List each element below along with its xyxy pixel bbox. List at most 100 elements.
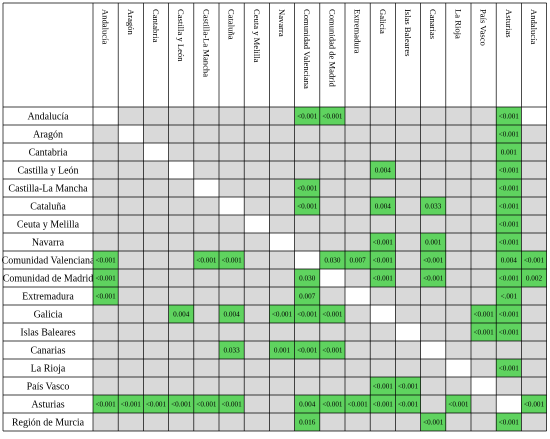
cell-value: <0.001 — [221, 257, 242, 265]
cell — [269, 323, 295, 341]
cell — [244, 341, 270, 359]
cell — [521, 269, 547, 287]
column-header: Galicia — [378, 9, 388, 34]
column-header: Aragón — [126, 9, 136, 35]
cell — [420, 251, 446, 269]
cell — [319, 179, 345, 197]
cell — [345, 377, 371, 395]
cell — [294, 125, 320, 143]
cell — [269, 125, 295, 143]
cell-value: <0.001 — [499, 311, 520, 319]
cell-value: <0.001 — [499, 419, 520, 427]
cell — [269, 143, 295, 161]
row-label: Galicia — [34, 310, 63, 321]
row-label: Comunidad de Madrid — [3, 274, 94, 285]
cell — [420, 233, 446, 251]
cell — [93, 413, 119, 431]
cell — [244, 269, 270, 287]
cell-value: <0.001 — [499, 365, 520, 373]
cell — [143, 341, 169, 359]
cell — [445, 215, 471, 233]
cell-value: 0.004 — [375, 167, 392, 175]
row-label: Navarra — [32, 238, 65, 249]
cell — [93, 107, 119, 125]
cell — [420, 125, 446, 143]
cell — [420, 197, 446, 215]
cell — [294, 143, 320, 161]
cell — [395, 107, 421, 125]
cell — [496, 251, 522, 269]
cell — [143, 323, 169, 341]
cell-value: <0.001 — [473, 311, 494, 319]
cell — [118, 377, 144, 395]
cell — [294, 413, 320, 431]
cell — [168, 377, 194, 395]
cell — [168, 341, 194, 359]
cell — [143, 143, 169, 161]
cell — [395, 269, 421, 287]
cell-value: <0.001 — [373, 239, 394, 247]
cell — [445, 413, 471, 431]
cell-value: <0.001 — [322, 401, 343, 409]
cell — [496, 413, 522, 431]
cell — [319, 107, 345, 125]
cell — [496, 107, 522, 125]
cell-value: <0.001 — [196, 257, 217, 265]
cell — [118, 359, 144, 377]
cell — [294, 197, 320, 215]
cell — [345, 143, 371, 161]
cell-value: <0.001 — [398, 401, 419, 409]
cell — [168, 107, 194, 125]
cell-value: 0.033 — [425, 203, 442, 211]
cell — [93, 377, 119, 395]
cell-value: 0.004 — [224, 311, 241, 319]
cell — [370, 143, 396, 161]
cell — [294, 323, 320, 341]
cell-value: 0.004 — [173, 311, 190, 319]
cell — [193, 395, 219, 413]
cell — [143, 197, 169, 215]
row-label: Andalucía — [27, 112, 69, 123]
cell — [244, 305, 270, 323]
cell — [269, 269, 295, 287]
cell — [395, 377, 421, 395]
cell-value: <0.001 — [499, 131, 520, 139]
column-header: La Rioja — [453, 9, 463, 39]
cell-value: 0.002 — [526, 275, 543, 283]
cell — [168, 161, 194, 179]
cell — [319, 233, 345, 251]
cell — [395, 359, 421, 377]
cell — [118, 269, 144, 287]
cell — [445, 359, 471, 377]
cell — [521, 233, 547, 251]
row-label: Región de Murcia — [12, 418, 85, 429]
cell — [496, 125, 522, 143]
cell-value: 0.001 — [501, 149, 518, 157]
cell — [420, 179, 446, 197]
cell — [219, 233, 245, 251]
cell — [143, 107, 169, 125]
cell — [471, 197, 497, 215]
cell — [445, 179, 471, 197]
cell — [395, 305, 421, 323]
cell — [521, 413, 547, 431]
cell — [345, 125, 371, 143]
cell — [219, 269, 245, 287]
row-label: Aragón — [33, 130, 63, 141]
cell — [193, 251, 219, 269]
column-header: Castilla y León — [176, 9, 186, 62]
cell — [168, 233, 194, 251]
column-header: Canarias — [428, 9, 438, 40]
cell — [294, 341, 320, 359]
cell — [143, 269, 169, 287]
cell — [319, 215, 345, 233]
cell — [471, 359, 497, 377]
cell — [244, 125, 270, 143]
cell — [420, 359, 446, 377]
cell — [319, 125, 345, 143]
cell-value: <0.001 — [448, 401, 469, 409]
cell — [118, 305, 144, 323]
cell-value: <0.001 — [272, 311, 293, 319]
cell — [521, 215, 547, 233]
cell — [471, 161, 497, 179]
